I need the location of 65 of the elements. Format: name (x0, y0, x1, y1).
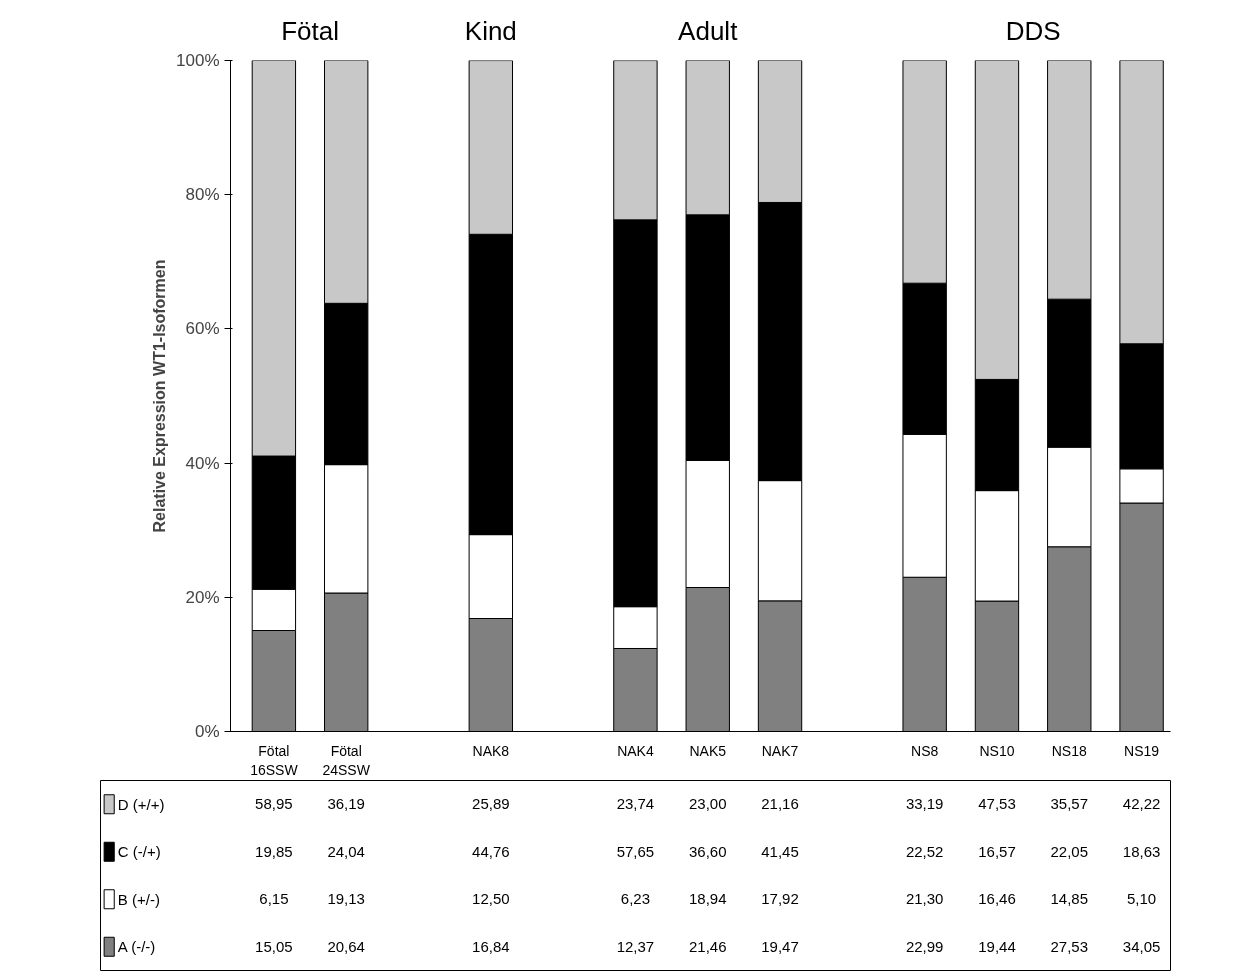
data-label: 58,95 (255, 795, 293, 813)
data-label: 14,85 (1050, 890, 1089, 908)
data-label: 47,53 (978, 795, 1016, 813)
data-label: 19,47 (761, 937, 799, 955)
data-label: 35,57 (1050, 795, 1089, 813)
data-label: 19,13 (327, 890, 365, 908)
data-label: 18,63 (1122, 842, 1161, 860)
data-label: 19,44 (978, 937, 1016, 955)
data-label: 17,92 (761, 890, 799, 908)
y-tick-label: 0% (194, 722, 220, 741)
legend-label: A (-/-) (117, 938, 156, 956)
x-tick-label: NAK7 (761, 742, 799, 759)
data-label: 42,22 (1122, 795, 1161, 813)
text: Kind (464, 15, 517, 46)
legend-label: D (+/+) (117, 795, 165, 813)
y-tick-label: 60% (185, 319, 220, 339)
x-tick-label: NS18 (1051, 742, 1087, 759)
text: Adult (678, 15, 739, 46)
data-label: 41,45 (761, 842, 799, 860)
data-label: 23,74 (616, 795, 655, 813)
data-label: 36,19 (327, 795, 365, 813)
data-label: 21,16 (761, 795, 799, 813)
data-label: 27,53 (1050, 937, 1089, 955)
data-label: 44,76 (472, 842, 510, 860)
data-label: 19,85 (255, 842, 293, 860)
data-label: 22,52 (905, 842, 944, 860)
text: Fötal (281, 15, 339, 46)
data-label: 18,94 (688, 890, 727, 908)
data-label: 33,19 (905, 795, 944, 813)
data-label: 16,46 (978, 890, 1016, 908)
data-label: 12,50 (472, 890, 510, 908)
x-tick-label: NAK5 (689, 742, 727, 759)
data-label: 15,05 (255, 937, 293, 955)
data-label: 16,57 (978, 842, 1016, 860)
legend-label: B (+/-) (117, 890, 160, 908)
x-tick-label: Fötal 16SSW (250, 742, 299, 778)
x-tick-label: NAK8 (472, 742, 510, 759)
y-tick-label: 20% (185, 587, 220, 607)
data-label: 6,15 (259, 890, 289, 908)
data-label: 22,05 (1050, 842, 1089, 860)
data-label: 25,89 (472, 795, 510, 813)
data-label: 36,60 (688, 842, 727, 860)
data-label: 6,23 (620, 890, 651, 908)
x-tick-label: NS10 (979, 742, 1015, 759)
text: DDS (1005, 15, 1061, 46)
data-label: 22,99 (905, 937, 944, 955)
data-label: 5,10 (1126, 890, 1157, 908)
data-label: 34,05 (1122, 937, 1161, 955)
data-label: 24,04 (327, 842, 365, 860)
data-label: 21,46 (688, 937, 727, 955)
x-tick-label: NS8 (911, 742, 939, 759)
y-tick-label: 100% (176, 51, 220, 70)
y-axis-title: Relative Expression WT1-Isoformen (151, 259, 169, 533)
x-tick-label: Fötal 24SSW (322, 742, 371, 778)
legend-label: C (-/+) (117, 843, 161, 861)
data-label: 57,65 (616, 842, 655, 860)
data-label: 20,64 (327, 937, 365, 955)
data-label: 23,00 (688, 795, 727, 813)
data-label: 21,30 (905, 890, 944, 908)
x-tick-label: NS19 (1124, 742, 1160, 759)
y-tick-label: 40% (185, 453, 220, 473)
y-tick-label: 80% (185, 185, 220, 205)
data-label: 12,37 (616, 937, 655, 955)
data-label: 16,84 (472, 937, 510, 955)
x-tick-label: NAK4 (617, 742, 654, 759)
